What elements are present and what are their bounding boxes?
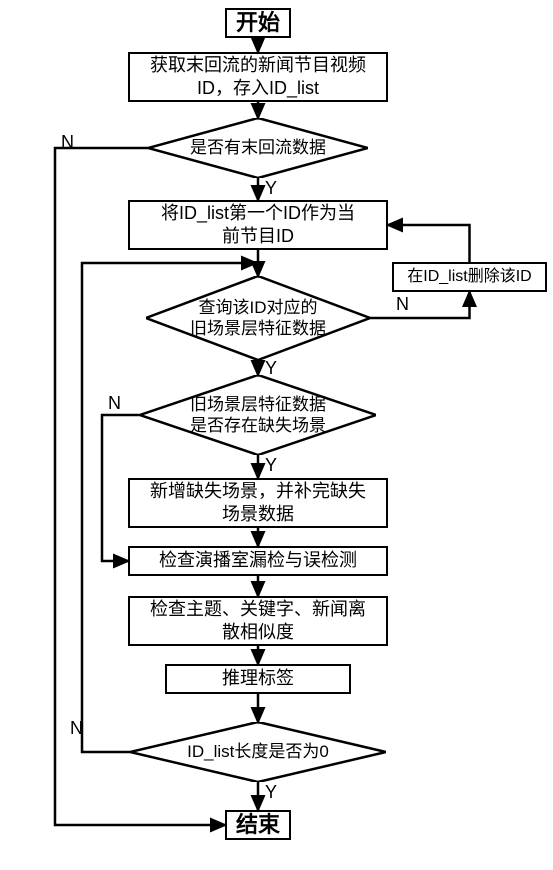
edge-label-d2-no: N [396,294,409,315]
process-fill-missing: 新增缺失场景，并补完缺失场景数据 [128,478,388,528]
process-delete-id: 在ID_list删除该ID [392,262,547,292]
process-delete-id-text: 在ID_list删除该ID [407,267,531,288]
terminal-end-text: 结束 [236,811,280,840]
process-current-id: 将ID_list第一个ID作为当前节目ID [128,200,388,250]
decision-has-data [148,118,368,178]
terminal-start: 开始 [225,8,291,38]
decision-list-empty [130,722,386,782]
decision-query-features [146,276,370,360]
process-check-studio-text: 检查演播室漏检与误检测 [159,549,357,572]
process-fetch-ids-text: 获取末回流的新闻节目视频ID，存入ID_list [150,54,366,101]
edge-label-d4-yes: Y [265,782,277,803]
decision-missing-scene [140,375,376,455]
edge-label-d4-no: N [70,718,83,739]
process-fetch-ids: 获取末回流的新闻节目视频ID，存入ID_list [128,52,388,102]
process-check-similarity-text: 检查主题、关键字、新闻离散相似度 [150,598,366,645]
process-current-id-text: 将ID_list第一个ID作为当前节目ID [161,202,355,249]
process-check-studio: 检查演播室漏检与误检测 [128,546,388,576]
process-fill-missing-text: 新增缺失场景，并补完缺失场景数据 [150,480,366,527]
edge-label-d3-no: N [108,393,121,414]
edge-label-d3-yes: Y [265,455,277,476]
process-infer-tags: 推理标签 [165,664,351,694]
edge-label-d1-yes: Y [265,178,277,199]
edge-label-d2-yes: Y [265,358,277,379]
terminal-end: 结束 [225,810,291,840]
terminal-start-text: 开始 [236,9,280,38]
edge-label-d1-no: N [61,132,74,153]
process-infer-tags-text: 推理标签 [222,667,294,690]
process-check-similarity: 检查主题、关键字、新闻离散相似度 [128,596,388,646]
